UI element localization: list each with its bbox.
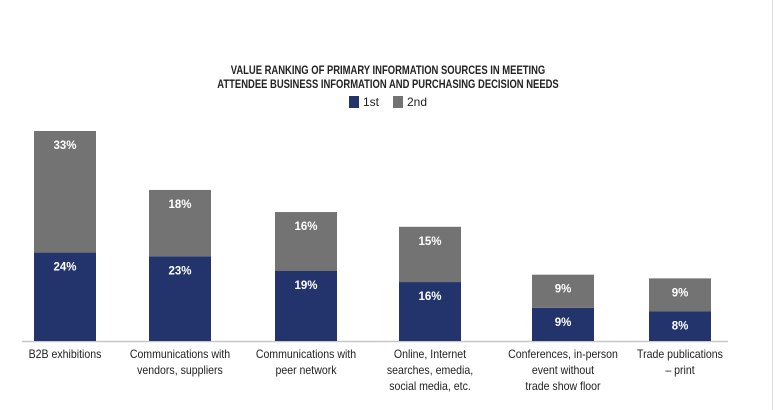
category-label: Communications with vendors, suppliers	[123, 346, 237, 378]
bar-2nd-4	[532, 274, 594, 308]
data-label-1st-2: 19%	[294, 280, 317, 292]
data-label-1st-1: 23%	[168, 265, 191, 277]
category-label-line: Communications with	[129, 347, 231, 361]
title-line-2: ATTENDEE BUSINESS INFORMATION AND PURCHA…	[217, 79, 559, 91]
bar-1st-0	[34, 252, 96, 341]
data-label-2nd-4: 9%	[555, 284, 572, 296]
chart-title: VALUE RANKING OF PRIMARY INFORMATION SOU…	[70, 64, 706, 92]
legend-item-1st: 1st	[348, 95, 379, 109]
data-label-2nd-3: 15%	[418, 236, 441, 248]
category-label-line: event without	[531, 363, 595, 377]
data-label-2nd-0: 33%	[53, 140, 76, 152]
right-border	[772, 0, 773, 410]
category-label-line: – print	[665, 363, 695, 377]
category-label-line: Online, Internet	[393, 347, 467, 361]
bar-1st-4	[532, 307, 594, 341]
legend: 1st 2nd	[0, 95, 776, 109]
category-label-line: trade show floor	[525, 379, 601, 393]
legend-swatch-1st	[348, 96, 359, 108]
data-label-2nd-2: 16%	[294, 221, 317, 233]
category-label: Communications with peer network	[249, 346, 363, 378]
bar-1st-3	[399, 282, 461, 341]
category-label: B2B exhibitions	[8, 346, 122, 362]
category-label-line: Communications with	[255, 347, 357, 361]
bar-2nd-0	[34, 131, 96, 253]
legend-label-2nd: 2nd	[406, 95, 428, 109]
data-label-2nd-5: 9%	[672, 287, 689, 299]
category-label-line: Trade publications	[637, 347, 723, 361]
data-label-1st-4: 9%	[555, 317, 572, 329]
title-line-1: VALUE RANKING OF PRIMARY INFORMATION SOU…	[230, 65, 546, 77]
legend-label-1st: 1st	[362, 95, 379, 109]
data-label-1st-5: 8%	[672, 321, 689, 333]
category-label: Conferences, in-person event without trade…	[506, 346, 620, 394]
bar-1st-5	[649, 311, 711, 341]
legend-item-2nd: 2nd	[392, 95, 428, 109]
bar-1st-2	[275, 271, 337, 341]
category-label: Online, Internet searches, emedia, social …	[373, 346, 487, 394]
bar-1st-1	[149, 256, 211, 341]
category-label-line: social media, etc.	[389, 379, 471, 393]
category-label-line: B2B exhibitions	[28, 347, 102, 361]
category-label-line: searches, emedia,	[386, 363, 474, 377]
category-label-line: vendors, suppliers	[137, 363, 223, 377]
data-label-1st-0: 24%	[53, 262, 76, 274]
category-label-line: peer network	[275, 363, 337, 377]
legend-swatch-2nd	[392, 96, 403, 108]
bar-2nd-1	[149, 189, 211, 257]
bar-2nd-2	[275, 212, 337, 271]
data-label-1st-3: 16%	[418, 291, 441, 303]
category-label-line: Conferences, in-person	[508, 347, 618, 361]
bar-2nd-3	[399, 226, 461, 283]
bar-2nd-5	[649, 278, 711, 312]
category-label: Trade publications – print	[623, 346, 737, 378]
data-label-2nd-1: 18%	[168, 199, 191, 211]
